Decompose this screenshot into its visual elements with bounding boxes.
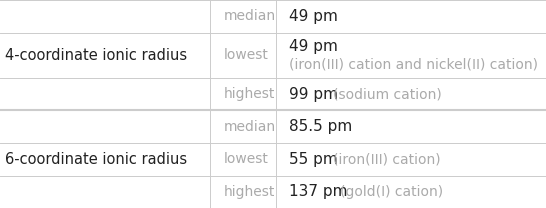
- Text: lowest: lowest: [224, 152, 269, 166]
- Text: highest: highest: [224, 185, 275, 199]
- Text: 49 pm: 49 pm: [289, 9, 339, 24]
- Text: median: median: [224, 120, 276, 134]
- Text: 55 pm: 55 pm: [289, 152, 338, 167]
- Text: 6-coordinate ionic radius: 6-coordinate ionic radius: [5, 152, 188, 167]
- Text: highest: highest: [224, 87, 275, 101]
- Text: (iron(III) cation and nickel(II) cation): (iron(III) cation and nickel(II) cation): [289, 57, 538, 71]
- Text: median: median: [224, 9, 276, 23]
- Text: 49 pm: 49 pm: [289, 39, 339, 54]
- Text: 85.5 pm: 85.5 pm: [289, 119, 353, 134]
- Text: (iron(III) cation): (iron(III) cation): [333, 152, 441, 166]
- Text: (gold(I) cation): (gold(I) cation): [340, 185, 443, 199]
- Text: 99 pm: 99 pm: [289, 87, 339, 102]
- Text: (sodium cation): (sodium cation): [333, 87, 442, 101]
- Text: lowest: lowest: [224, 48, 269, 62]
- Text: 137 pm: 137 pm: [289, 184, 348, 199]
- Text: 4-coordinate ionic radius: 4-coordinate ionic radius: [5, 48, 188, 63]
